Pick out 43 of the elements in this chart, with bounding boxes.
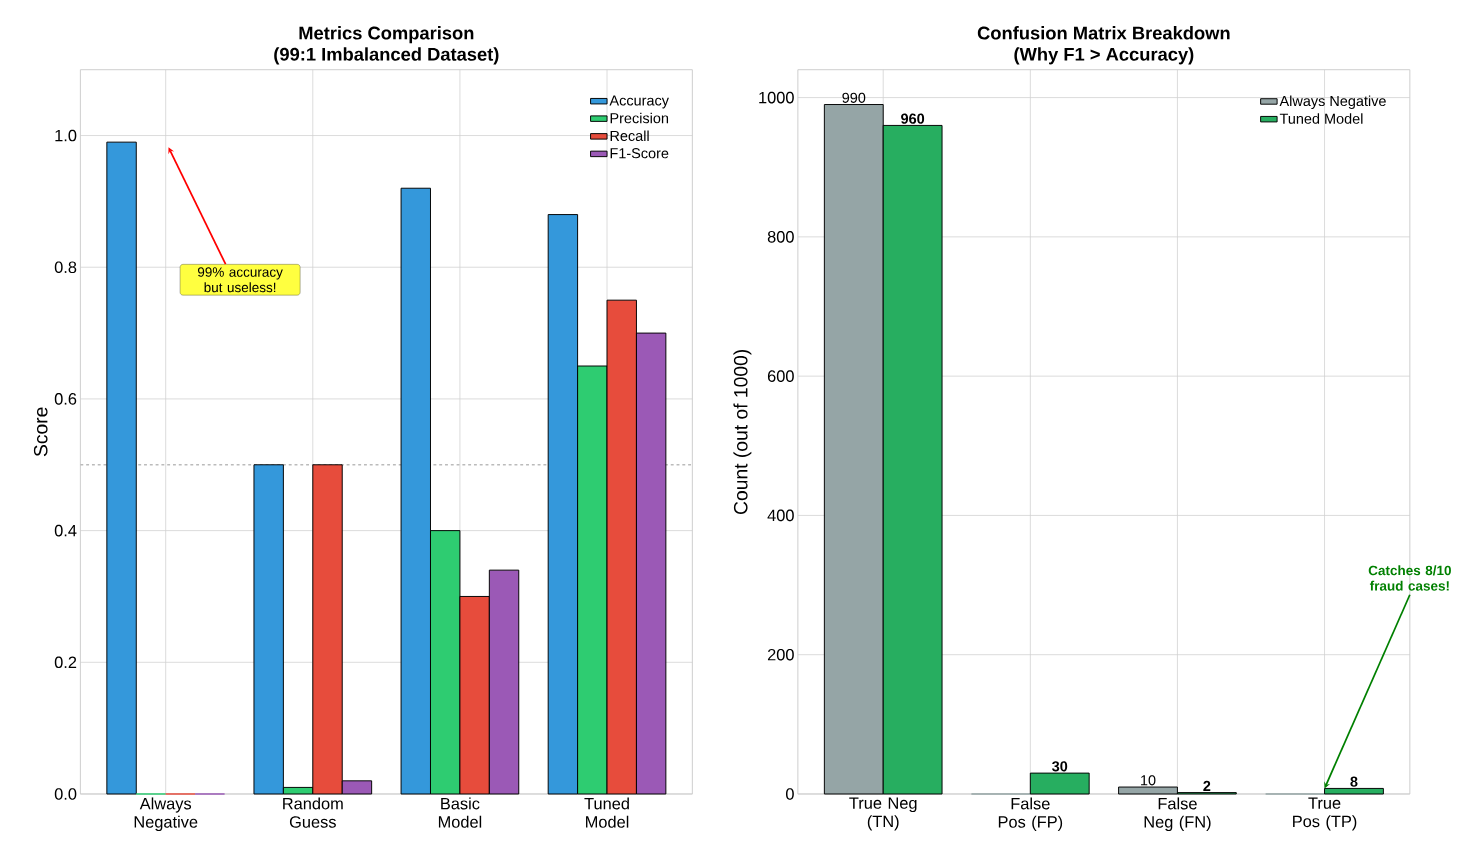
data-label: 8	[1350, 776, 1358, 787]
y-tick-label: 1.0	[55, 129, 77, 142]
x-tick-label: Tuned Model	[584, 797, 629, 828]
legend-label: Precision	[610, 112, 669, 124]
legend-label: Always Negative	[1279, 95, 1386, 109]
data-label: 10	[1141, 775, 1156, 786]
legend-label: Recall	[610, 130, 649, 142]
x-tick-label: Basic Model	[438, 797, 482, 828]
y-tick-label: 0.6	[54, 393, 77, 405]
legend-label: Accuracy	[609, 95, 669, 109]
data-label: 30	[1052, 761, 1068, 772]
x-tick-label: True Neg (TN)	[849, 797, 917, 831]
data-label: 990	[842, 92, 866, 103]
y-axis-title: Count (out of 1000)	[733, 349, 752, 514]
x-tick-label: Always Negative	[134, 797, 198, 832]
bar	[1029, 772, 1090, 795]
y-tick-label: 600	[767, 370, 794, 382]
x-tick-label: False Pos (FP)	[998, 797, 1063, 832]
y-tick-label: 800	[767, 231, 794, 243]
y-tick-label: 0.2	[54, 656, 77, 669]
annotation: 99% accuracy but useless!	[197, 267, 283, 293]
annotation: Catches 8/10 fraud cases!	[1368, 565, 1451, 591]
y-tick-label: 0.8	[54, 261, 77, 274]
chart-subtitle: (99:1 Imbalanced Dataset)	[274, 47, 499, 65]
y-tick-label: 0.0	[54, 788, 77, 800]
bar	[1324, 787, 1384, 795]
x-tick-label: False Neg (FN)	[1144, 797, 1211, 832]
data-label: 960	[901, 113, 925, 124]
y-tick-label: 200	[767, 648, 794, 661]
data-label: 2	[1203, 780, 1211, 791]
legend-label: Tuned Model	[1279, 113, 1363, 124]
chart-title: Metrics Comparison	[299, 26, 474, 44]
bar	[106, 141, 137, 795]
x-tick-label: Random Guess	[283, 797, 343, 828]
y-tick-label: 1000	[759, 91, 794, 104]
legend-label: F1-Score	[610, 148, 669, 159]
y-tick-label: 400	[767, 509, 794, 522]
chart-subtitle: (Why F1 > Accuracy)	[1014, 47, 1194, 65]
y-tick-label: 0.4	[54, 524, 77, 537]
y-axis-title: Score	[33, 407, 48, 457]
x-tick-label: True Pos (TP)	[1293, 797, 1357, 831]
chart-title: Confusion Matrix Breakdown	[977, 26, 1230, 40]
y-tick-label: 0	[786, 788, 794, 800]
